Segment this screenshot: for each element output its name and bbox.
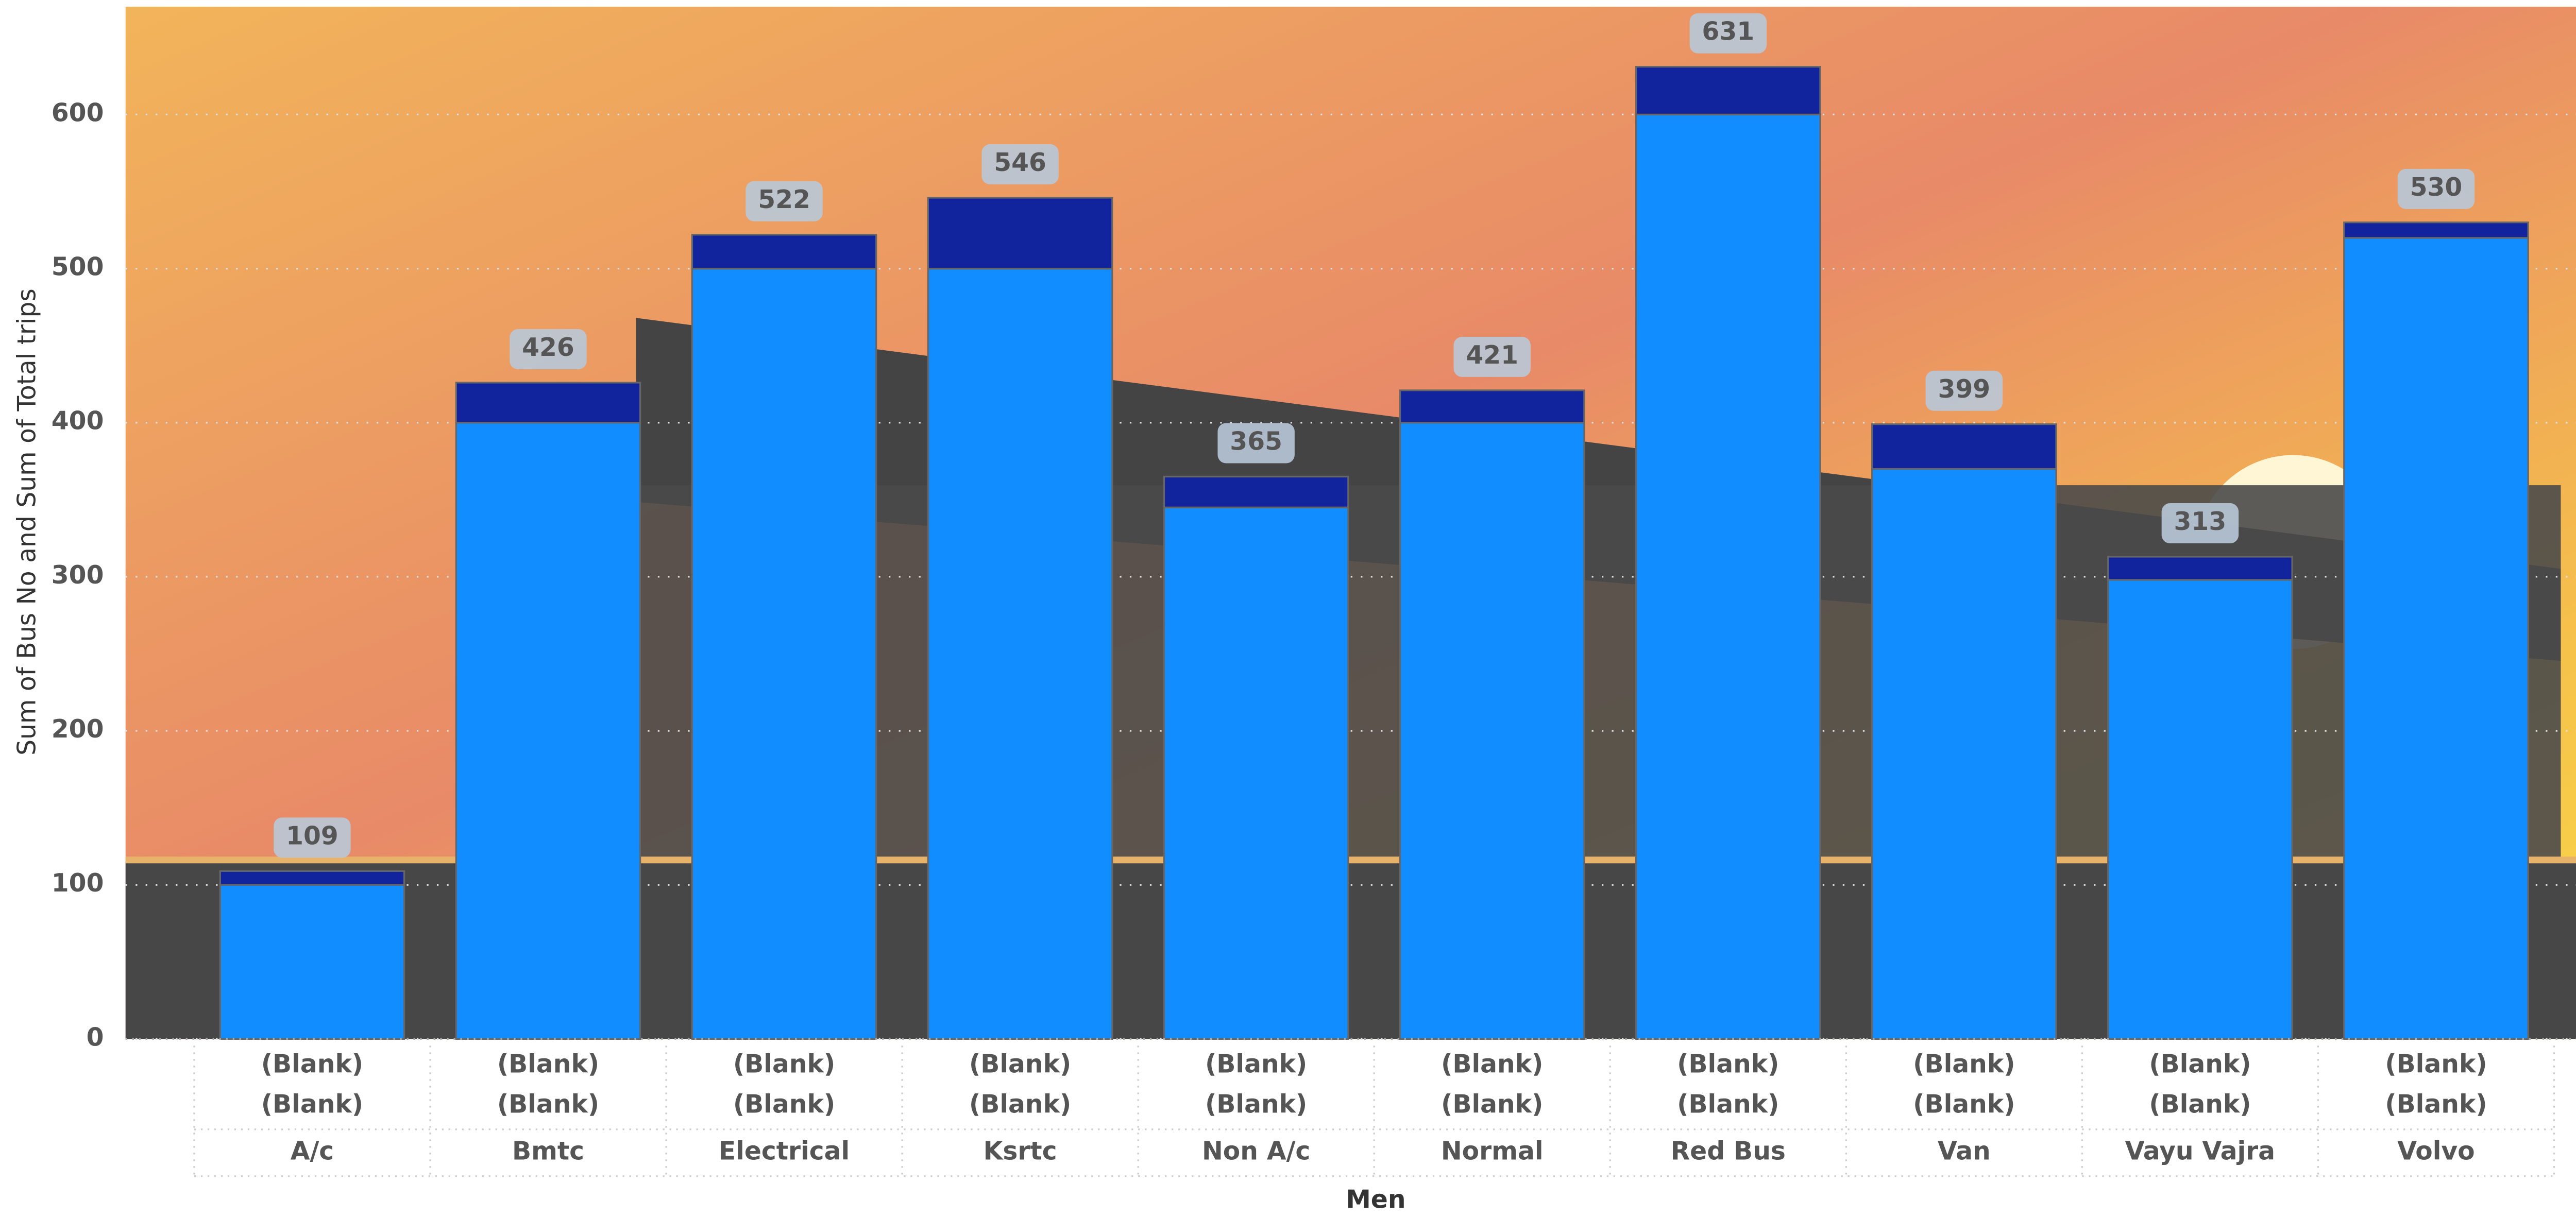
x-category-level-label: (Blank) xyxy=(2149,1090,2251,1119)
x-tick-label: Ksrtc xyxy=(984,1137,1057,1165)
x-category-level-label: (Blank) xyxy=(1441,1050,1543,1078)
y-tick-label: 200 xyxy=(52,715,104,744)
x-category-level-label: (Blank) xyxy=(2149,1050,2251,1078)
bar-segment xyxy=(1399,422,1585,1040)
x-tick-label: Volvo xyxy=(2397,1137,2475,1165)
bar-segment xyxy=(2343,221,2529,239)
x-category-level-label: (Blank) xyxy=(1205,1050,1307,1078)
total-label: 399 xyxy=(1938,375,1990,404)
total-label-box xyxy=(510,329,587,369)
y-axis-title: Sum of Bus No and Sum of Total trips xyxy=(12,288,41,756)
x-axis-title: Men xyxy=(1346,1186,1405,1214)
x-category-level-label: (Blank) xyxy=(2385,1050,2487,1078)
x-category-level-label: (Blank) xyxy=(1913,1090,2015,1119)
total-label: 365 xyxy=(1230,427,1282,456)
bar-segment xyxy=(2107,556,2293,581)
total-label: 421 xyxy=(1466,341,1518,370)
x-category-level-label: (Blank) xyxy=(733,1050,835,1078)
total-label: 426 xyxy=(522,333,574,362)
bar-segment xyxy=(1163,506,1349,1040)
y-tick-label: 500 xyxy=(52,253,104,282)
total-label-box xyxy=(2397,168,2475,209)
bar-segment xyxy=(1399,389,1585,424)
total-label: 546 xyxy=(994,148,1046,177)
x-tick-label: Red Bus xyxy=(1671,1137,1786,1165)
x-tick-label: Normal xyxy=(1441,1137,1544,1165)
x-tick-label: Non A/c xyxy=(1202,1137,1310,1165)
total-label: 631 xyxy=(1702,18,1754,46)
x-category-level-label: (Blank) xyxy=(1913,1050,2015,1078)
x-category-level-label: (Blank) xyxy=(261,1050,363,1078)
y-tick-label: 400 xyxy=(52,407,104,436)
total-label-box xyxy=(1925,370,2003,411)
total-label-box xyxy=(1217,423,1295,464)
x-category-level-label: (Blank) xyxy=(969,1050,1071,1078)
x-category-level-label: (Blank) xyxy=(1441,1090,1543,1119)
bar-segment xyxy=(219,870,405,886)
bar-segment xyxy=(219,884,405,1040)
y-tick-label: 100 xyxy=(52,869,104,898)
total-label-box xyxy=(274,817,351,858)
bar-segment xyxy=(455,422,641,1040)
total-label-box xyxy=(1453,336,1531,377)
x-category-level-label: (Blank) xyxy=(1677,1090,1779,1119)
total-label: 109 xyxy=(286,821,338,850)
bar-segment xyxy=(2343,237,2529,1040)
bar-segment xyxy=(927,197,1113,270)
x-tick-label: A/c xyxy=(291,1137,334,1165)
total-label-box xyxy=(745,181,823,221)
x-category-level-label: (Blank) xyxy=(733,1090,835,1119)
bar-segment xyxy=(1871,423,2057,470)
x-tick-label: Electrical xyxy=(719,1137,850,1165)
bar-segment xyxy=(691,267,877,1040)
total-label-box xyxy=(1689,13,1767,54)
x-tick-label: Van xyxy=(1938,1137,1991,1165)
x-category-level-label: (Blank) xyxy=(497,1050,599,1078)
x-category-level-label: (Blank) xyxy=(261,1090,363,1119)
x-category-level-label: (Blank) xyxy=(969,1090,1071,1119)
total-label: 530 xyxy=(2410,173,2463,202)
total-label-box xyxy=(981,144,1059,184)
bar-segment xyxy=(927,267,1113,1040)
bar-segment xyxy=(1635,66,1821,116)
x-tick-label: Bmtc xyxy=(512,1137,584,1165)
bar-segment xyxy=(691,234,877,270)
x-tick-label: Vayu Vajra xyxy=(2125,1137,2275,1165)
x-category-level-label: (Blank) xyxy=(1205,1090,1307,1119)
bar-segment xyxy=(1163,475,1349,508)
x-category-level-label: (Blank) xyxy=(2385,1090,2487,1119)
bar-segment xyxy=(455,382,641,424)
y-tick-label: 300 xyxy=(52,561,104,590)
bar-segment xyxy=(1635,113,1821,1040)
y-tick-label: 600 xyxy=(52,98,104,127)
total-label-box xyxy=(2161,503,2239,544)
bar-segment xyxy=(1871,468,2057,1040)
x-category-level-label: (Blank) xyxy=(1677,1050,1779,1078)
total-label: 522 xyxy=(758,185,810,214)
total-label: 313 xyxy=(2174,507,2227,536)
bar-segment xyxy=(2107,579,2293,1040)
y-tick-label: 0 xyxy=(87,1023,104,1052)
x-category-level-label: (Blank) xyxy=(497,1090,599,1119)
